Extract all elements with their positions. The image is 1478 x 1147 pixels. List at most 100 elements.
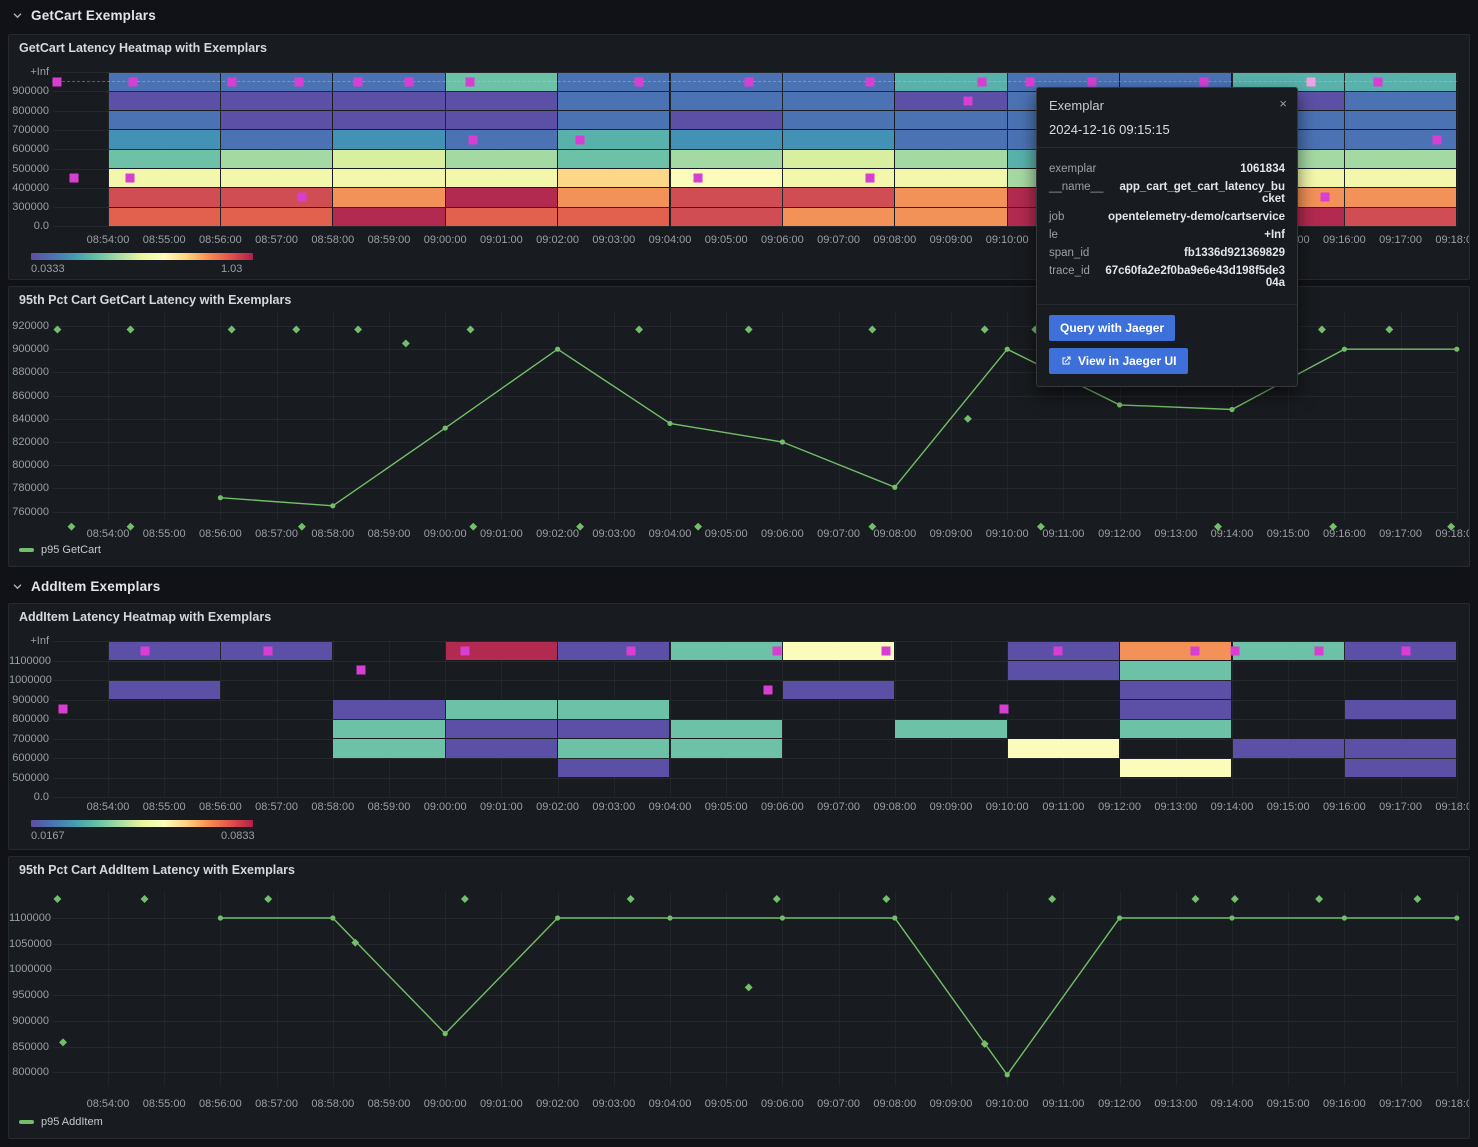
- exemplar-diamond[interactable]: [67, 522, 76, 531]
- exemplar-marker[interactable]: [128, 77, 138, 87]
- x-tick-label: 09:10:00: [985, 801, 1029, 813]
- exemplar-marker[interactable]: [626, 646, 636, 656]
- heatmap-cell: [220, 149, 333, 168]
- x-tick-label: 08:58:00: [311, 801, 355, 813]
- panel-title[interactable]: AddItem Latency Heatmap with Exemplars: [19, 610, 272, 624]
- x-tick-label: 09:05:00: [704, 234, 748, 246]
- gridline: [53, 969, 1457, 971]
- x-tick-label: 08:56:00: [198, 801, 242, 813]
- exemplar-marker[interactable]: [999, 704, 1009, 714]
- heatmap-cell: [1007, 739, 1120, 758]
- exemplar-marker[interactable]: [125, 173, 135, 183]
- exemplar-marker[interactable]: [575, 135, 585, 145]
- exemplar-marker[interactable]: [634, 77, 644, 87]
- exemplar-marker[interactable]: [865, 173, 874, 183]
- x-tick-label: 09:08:00: [873, 1098, 917, 1110]
- heatmap-color-scale: [31, 253, 253, 260]
- exemplar-diamond[interactable]: [53, 895, 62, 903]
- exemplar-marker[interactable]: [772, 646, 782, 656]
- legend-item[interactable]: p95 AddItem: [19, 1116, 103, 1128]
- y-axis-label: 850000: [12, 1040, 49, 1053]
- exemplar-marker[interactable]: [1306, 77, 1316, 87]
- close-icon[interactable]: ×: [1279, 96, 1287, 111]
- gridline: [164, 72, 166, 227]
- exemplar-marker[interactable]: [1314, 646, 1324, 656]
- y-axis-label: 800000: [12, 459, 49, 472]
- x-tick-label: 09:00:00: [423, 528, 467, 540]
- exemplar-diamond[interactable]: [1315, 895, 1324, 903]
- exemplar-marker[interactable]: [294, 77, 304, 87]
- exemplar-marker[interactable]: [1087, 77, 1096, 87]
- legend-item[interactable]: p95 GetCart: [19, 544, 101, 556]
- exemplar-marker[interactable]: [744, 77, 754, 87]
- gridline: [108, 72, 109, 227]
- exemplar-marker[interactable]: [977, 77, 987, 87]
- exemplar-marker[interactable]: [140, 646, 150, 656]
- exemplar-diamond[interactable]: [626, 895, 635, 903]
- query-with-jaeger-button[interactable]: Query with Jaeger: [1049, 315, 1176, 341]
- heatmap-cell: [220, 188, 333, 207]
- exemplar-marker[interactable]: [465, 77, 475, 87]
- heatmap-cell: [220, 641, 333, 660]
- exemplar-marker[interactable]: [69, 173, 79, 183]
- exemplar-marker[interactable]: [1432, 135, 1442, 145]
- heatmap-cell: [782, 72, 895, 91]
- x-tick-label: 09:04:00: [648, 1098, 692, 1110]
- gridline: [389, 641, 390, 797]
- exemplar-marker[interactable]: [963, 96, 973, 106]
- tooltip-field-label: exemplar: [1049, 163, 1097, 175]
- exemplar-marker[interactable]: [52, 77, 62, 87]
- exemplar-marker[interactable]: [58, 704, 68, 714]
- exemplar-diamond[interactable]: [1191, 895, 1200, 903]
- exemplar-diamond[interactable]: [1413, 895, 1422, 903]
- exemplar-marker[interactable]: [865, 77, 874, 87]
- panel-title[interactable]: 95th Pct Cart AddItem Latency with Exemp…: [19, 863, 296, 877]
- exemplar-marker[interactable]: [881, 646, 891, 656]
- exemplar-diamond[interactable]: [140, 895, 149, 903]
- exemplar-marker[interactable]: [356, 665, 366, 675]
- exemplar-diamond[interactable]: [772, 895, 781, 903]
- exemplar-marker[interactable]: [263, 646, 273, 656]
- section-header-getcart[interactable]: GetCart Exemplars: [0, 0, 1478, 30]
- exemplar-marker[interactable]: [1320, 192, 1330, 202]
- exemplar-diamond[interactable]: [401, 339, 410, 348]
- exemplar-diamond[interactable]: [351, 938, 360, 947]
- exemplar-diamond[interactable]: [59, 1038, 67, 1047]
- exemplar-diamond[interactable]: [460, 895, 469, 903]
- panel-title[interactable]: GetCart Latency Heatmap with Exemplars: [19, 41, 267, 55]
- x-tick-label: 08:57:00: [255, 1098, 298, 1110]
- exemplar-marker[interactable]: [1373, 77, 1383, 87]
- exemplar-marker[interactable]: [353, 77, 363, 87]
- exemplar-marker[interactable]: [297, 192, 307, 202]
- exemplar-diamond[interactable]: [882, 895, 891, 903]
- section-title: GetCart Exemplars: [31, 7, 156, 23]
- exemplar-diamond[interactable]: [744, 983, 753, 992]
- panel-title[interactable]: 95th Pct Cart GetCart Latency with Exemp…: [19, 293, 292, 307]
- exemplar-marker[interactable]: [460, 646, 470, 656]
- exemplar-marker[interactable]: [404, 77, 414, 87]
- exemplar-marker[interactable]: [227, 77, 237, 87]
- heatmap-cell: [445, 91, 558, 111]
- exemplar-marker[interactable]: [1199, 77, 1209, 87]
- exemplar-marker[interactable]: [763, 685, 773, 695]
- heatmap-cell: [558, 700, 670, 719]
- exemplar-diamond[interactable]: [1048, 895, 1057, 903]
- gridline: [838, 891, 840, 1086]
- x-tick-label: 09:05:00: [704, 801, 748, 813]
- x-tick-label: 08:55:00: [142, 528, 186, 540]
- heatmap-cell: [1344, 72, 1457, 91]
- y-axis-label: 900000: [12, 693, 49, 706]
- exemplar-marker[interactable]: [468, 135, 478, 145]
- exemplar-marker[interactable]: [1401, 646, 1411, 656]
- exemplar-marker[interactable]: [1053, 646, 1063, 656]
- view-in-jaeger-button[interactable]: View in Jaeger UI: [1049, 348, 1188, 374]
- exemplar-marker[interactable]: [1025, 77, 1035, 87]
- y-axis-label: 760000: [12, 505, 49, 518]
- section-header-additem[interactable]: AddItem Exemplars: [0, 571, 1478, 601]
- exemplar-marker[interactable]: [693, 173, 703, 183]
- exemplar-diamond[interactable]: [264, 895, 273, 903]
- exemplar-marker[interactable]: [1230, 646, 1240, 656]
- x-tick-label: 09:14:00: [1210, 528, 1254, 540]
- exemplar-marker[interactable]: [1190, 646, 1200, 656]
- gridline: [445, 72, 447, 227]
